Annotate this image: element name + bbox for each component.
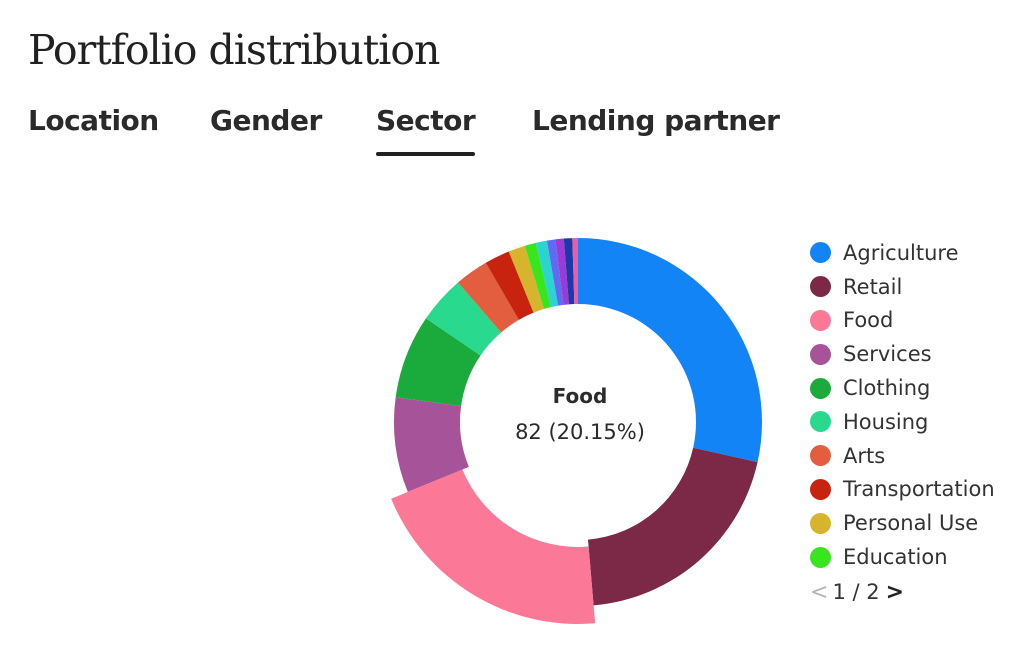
- tab-location-label: Location: [28, 104, 159, 137]
- legend-item[interactable]: Retail: [810, 270, 995, 304]
- legend-color-swatch: [810, 242, 831, 264]
- legend-color-swatch: [810, 276, 831, 298]
- legend-color-swatch: [810, 445, 831, 467]
- tab-location[interactable]: Location: [28, 104, 159, 137]
- legend-label: Food: [843, 308, 894, 333]
- legend-item[interactable]: Education: [810, 540, 995, 574]
- chart-legend: Agriculture Retail Food Services Clothing Hou…: [810, 236, 995, 605]
- donut-slice-entertainment[interactable]: [563, 238, 575, 305]
- donut-slice-manufacturing[interactable]: [546, 239, 564, 306]
- donut-slice-food[interactable]: [391, 469, 596, 624]
- legend-item[interactable]: Food: [810, 304, 995, 338]
- page-title: Portfolio distribution: [28, 26, 440, 74]
- donut-slice-retail[interactable]: [588, 447, 758, 606]
- legend-pager: < 1 / 2 >: [810, 580, 995, 605]
- donut-slice-wholesale[interactable]: [572, 238, 578, 305]
- donut-slice-construction[interactable]: [555, 238, 569, 305]
- tab-gender[interactable]: Gender: [210, 104, 322, 137]
- legend-color-swatch: [810, 478, 831, 500]
- donut-slice-agriculture[interactable]: [578, 238, 762, 463]
- tab-lending-partner-label: Lending partner: [532, 104, 780, 137]
- legend-color-swatch: [810, 546, 831, 568]
- legend-label: Arts: [843, 443, 886, 468]
- donut-slice-arts[interactable]: [458, 262, 519, 333]
- donut-slice-education[interactable]: [524, 242, 551, 310]
- donut-slice-transportation[interactable]: [485, 251, 534, 320]
- legend-color-swatch: [810, 343, 831, 365]
- center-category-value: 82 (20.15%): [515, 420, 645, 444]
- tab-gender-label: Gender: [210, 104, 322, 137]
- legend-next-button[interactable]: >: [885, 579, 905, 605]
- donut-slice-housing[interactable]: [425, 282, 502, 356]
- legend-label: Education: [843, 545, 948, 570]
- donut-slice-health[interactable]: [535, 240, 559, 308]
- legend-color-swatch: [810, 512, 831, 534]
- tab-sector[interactable]: Sector: [376, 104, 476, 156]
- legend-item[interactable]: Arts: [810, 439, 995, 473]
- legend-label: Housing: [843, 409, 929, 434]
- legend-color-swatch: [810, 411, 831, 433]
- legend-item[interactable]: Services: [810, 337, 995, 371]
- legend-color-swatch: [810, 309, 831, 331]
- donut-slice-clothing[interactable]: [395, 318, 481, 407]
- donut-slice-personal-use[interactable]: [508, 245, 544, 313]
- legend-label: Agriculture: [843, 240, 959, 265]
- legend-page-indicator: 1 / 2: [832, 580, 880, 605]
- active-tab-indicator: [376, 152, 476, 156]
- legend-label: Retail: [843, 274, 903, 299]
- donut-svg: [391, 238, 762, 624]
- donut-slice-services[interactable]: [394, 397, 469, 492]
- legend-item[interactable]: Personal Use: [810, 506, 995, 540]
- tab-lending-partner[interactable]: Lending partner: [532, 104, 780, 137]
- legend-item[interactable]: Agriculture: [810, 236, 995, 270]
- legend-item[interactable]: Clothing: [810, 371, 995, 405]
- legend-label: Services: [843, 342, 932, 367]
- legend-prev-button[interactable]: <: [810, 579, 829, 605]
- sector-donut-chart: Food 82 (20.15%): [370, 210, 790, 630]
- legend-color-swatch: [810, 377, 831, 399]
- legend-items: Agriculture Retail Food Services Clothing Hou…: [810, 236, 995, 574]
- legend-label: Transportation: [843, 477, 995, 502]
- legend-label: Personal Use: [843, 511, 979, 536]
- center-category-name: Food: [552, 384, 608, 408]
- legend-item[interactable]: Transportation: [810, 473, 995, 507]
- tab-sector-label: Sector: [376, 104, 476, 137]
- legend-label: Clothing: [843, 376, 931, 401]
- legend-item[interactable]: Housing: [810, 405, 995, 439]
